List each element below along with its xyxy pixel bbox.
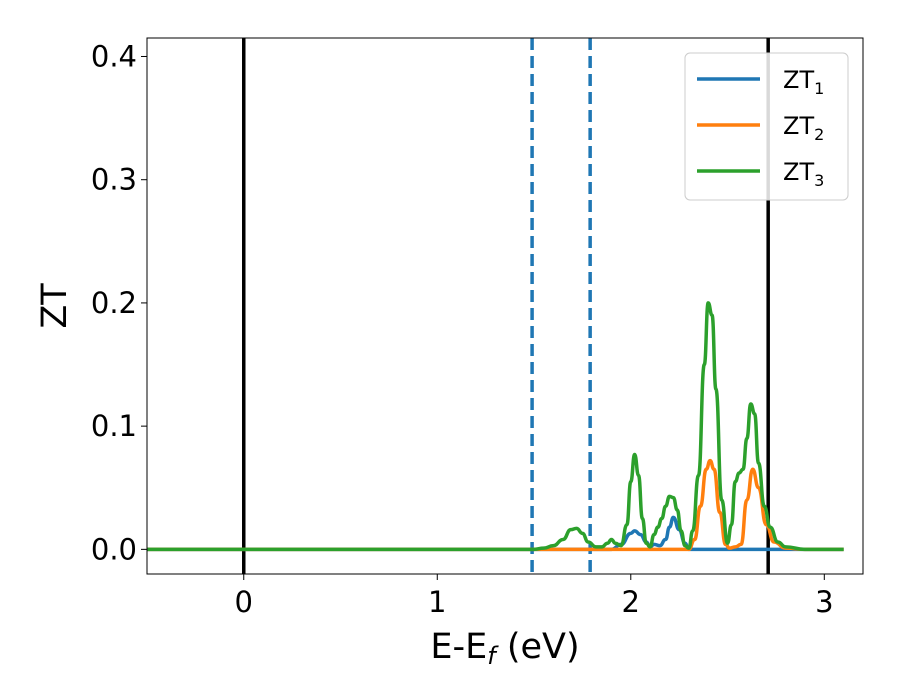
x-tick-label: 2: [622, 585, 640, 619]
series-line-3: [147, 301, 844, 552]
y-axis: 0.0 0.1 0.2 0.3 0.4: [91, 39, 147, 566]
legend-label-3: ZT3: [783, 158, 824, 190]
series-layer: [147, 301, 844, 552]
legend-label-1: ZT1: [783, 66, 824, 98]
legend-label-2: ZT2: [783, 112, 824, 144]
legend: ZT1 ZT2 ZT3: [684, 52, 849, 201]
x-tick-label: 1: [428, 585, 446, 619]
y-tick-label: 0.1: [91, 409, 137, 443]
y-tick-label: 0.3: [91, 163, 137, 197]
y-tick-label: 0.0: [91, 532, 137, 566]
legend-box: [684, 52, 849, 201]
plot-frame: [146, 37, 864, 575]
x-axis-title: E-Ef (eV): [430, 627, 579, 670]
y-tick-label: 0.4: [91, 39, 137, 73]
y-axis-title: ZT: [35, 283, 75, 329]
x-tick-label: 0: [235, 585, 253, 619]
x-axis: 0 1 2 3: [235, 574, 834, 619]
x-tick-label: 3: [815, 585, 833, 619]
y-tick-label: 0.2: [91, 286, 137, 320]
series-line-2: [147, 458, 844, 552]
